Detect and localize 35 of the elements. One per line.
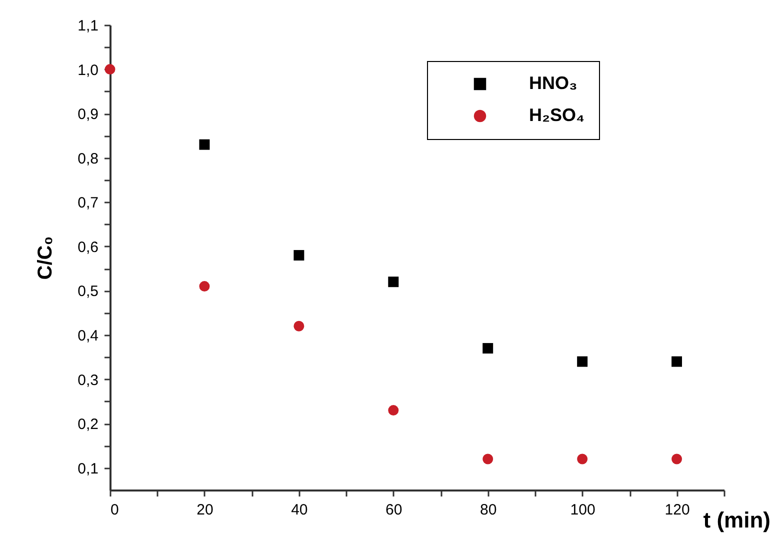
point bbox=[199, 139, 210, 150]
y-tick-label: 0,2 bbox=[78, 416, 98, 434]
x-tick-label: 60 bbox=[386, 502, 402, 518]
y-tick-label: 0,4 bbox=[78, 328, 98, 344]
x-tick-label: 120 bbox=[664, 502, 690, 518]
x-tick-label: 0 bbox=[110, 502, 119, 518]
point bbox=[577, 356, 588, 367]
y-axis-title: C/C₀ bbox=[34, 236, 57, 280]
point bbox=[672, 454, 682, 464]
point bbox=[199, 281, 210, 292]
y-tick-label: 0,3 bbox=[78, 372, 98, 389]
point bbox=[388, 405, 399, 416]
y-tick-label: 1,1 bbox=[78, 18, 98, 34]
point bbox=[294, 320, 304, 332]
point bbox=[672, 356, 682, 367]
y-tick-label: 0,8 bbox=[78, 150, 98, 168]
point bbox=[482, 454, 494, 464]
point bbox=[294, 250, 304, 261]
legend-label: HNO₃ bbox=[529, 73, 578, 93]
point bbox=[388, 276, 399, 288]
x-tick-label: 40 bbox=[291, 502, 308, 518]
x-axis-title: t (min) bbox=[703, 508, 770, 532]
y-tick-label: 0,5 bbox=[78, 283, 98, 300]
x-tick-label: 80 bbox=[480, 502, 497, 518]
y-tick-label: 0,6 bbox=[78, 238, 98, 256]
y-tick-label: 0,9 bbox=[78, 106, 98, 124]
y-tick-label: 0,7 bbox=[78, 194, 98, 212]
y-tick-label: 0,1 bbox=[78, 460, 98, 478]
point bbox=[482, 343, 494, 354]
x-tick-label: 20 bbox=[196, 502, 214, 518]
point bbox=[104, 64, 116, 75]
y-tick-label: 1,0 bbox=[78, 62, 98, 79]
point bbox=[577, 454, 588, 464]
legend-label: H₂SO₄ bbox=[529, 105, 585, 125]
x-tick-label: 100 bbox=[570, 502, 596, 518]
